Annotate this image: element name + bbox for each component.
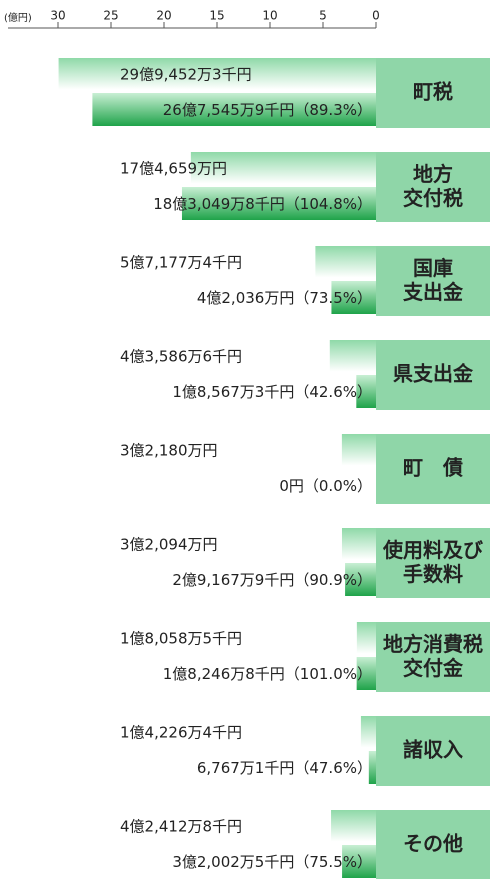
category-label: 地方消費税交付金 <box>383 632 483 680</box>
category-box <box>376 58 490 128</box>
value-ratio: （73.5%） <box>294 289 372 307</box>
bar <box>331 281 376 314</box>
value-ratio: （104.8%） <box>285 195 372 213</box>
x-tick-label: 25 <box>103 9 118 23</box>
value-amount: 26億7,545万9千円 <box>163 101 295 119</box>
value-label: 29億9,452万3千円 <box>120 66 252 84</box>
value-label: 6,767万1千円（47.6%） <box>197 759 372 777</box>
value-ratio: （75.5%） <box>294 853 372 871</box>
value-label: 5億7,177万4千円 <box>120 254 242 272</box>
axis-label: (億円) <box>4 11 32 24</box>
category-line: 使用料及び <box>382 538 484 562</box>
value-label: 2億9,167万9千円（90.9%） <box>172 571 372 589</box>
value-label: 4億2,036万円（73.5%） <box>197 289 372 307</box>
category-box <box>376 622 490 692</box>
category-box <box>376 434 490 504</box>
category-box <box>376 810 490 880</box>
value-label: 4億2,412万8千円 <box>120 818 242 836</box>
value-amount: 3億2,002万5千円 <box>172 853 294 871</box>
value-label: 17億4,659万円 <box>120 160 227 178</box>
value-ratio: （101.0%） <box>285 665 372 683</box>
value-ratio: （42.6%） <box>294 383 372 401</box>
value-label: 18億3,049万8千円（104.8%） <box>153 195 372 213</box>
value-label: 3億2,094万円 <box>120 536 218 554</box>
x-tick-label: 5 <box>319 9 327 23</box>
bar <box>356 622 376 657</box>
value-label: 0円（0.0%） <box>279 477 372 495</box>
x-tick-label: 20 <box>156 9 171 23</box>
value-label: 1億8,567万3千円（42.6%） <box>172 383 372 401</box>
category-box <box>376 716 490 786</box>
value-amount: 1億8,246万8千円 <box>163 665 285 683</box>
bar <box>356 375 376 408</box>
category-box <box>376 152 490 222</box>
category-label: その他 <box>403 832 463 856</box>
bar <box>368 751 376 784</box>
category-line: 地方 <box>413 162 453 186</box>
value-label: 3億2,180万円 <box>120 442 218 460</box>
value-label: 26億7,545万9千円（89.3%） <box>163 101 372 119</box>
bar <box>92 93 377 126</box>
value-label: 1億4,226万4千円 <box>120 724 242 742</box>
bar <box>331 810 376 845</box>
x-tick-label: 0 <box>372 9 380 23</box>
category-label: 地方交付税 <box>403 162 463 210</box>
category-box <box>376 340 490 410</box>
category-line: 支出金 <box>403 280 464 304</box>
category-line: 地方消費税 <box>383 632 483 656</box>
bar <box>329 340 376 375</box>
category-label: 国庫支出金 <box>403 256 464 304</box>
category-label: 町税 <box>413 80 453 104</box>
value-label: 3億2,002万5千円（75.5%） <box>172 853 372 871</box>
value-amount: 0円 <box>279 477 304 495</box>
bar <box>342 845 376 878</box>
category-label: 諸収入 <box>403 738 463 762</box>
value-amount: 2億9,167万9千円 <box>172 571 294 589</box>
value-label: 4億3,586万6千円 <box>120 348 242 366</box>
value-amount: 18億3,049万8千円 <box>153 195 285 213</box>
value-ratio: （89.3%） <box>294 101 372 119</box>
value-amount: 6,767万1千円 <box>197 759 295 777</box>
value-label: 1億8,058万5千円 <box>120 630 242 648</box>
category-line: 手数料 <box>403 562 463 586</box>
bar <box>345 563 376 596</box>
category-line: 国庫 <box>413 256 453 280</box>
bar <box>341 528 376 563</box>
category-line: 交付税 <box>403 186 463 210</box>
x-tick-label: 15 <box>209 9 224 23</box>
category-box <box>376 528 490 598</box>
value-amount: 1億8,567万3千円 <box>172 383 294 401</box>
bar <box>315 246 376 281</box>
category-box <box>376 246 490 316</box>
bar <box>341 434 376 469</box>
x-tick-label: 10 <box>262 9 277 23</box>
value-amount: 4億2,036万円 <box>197 289 295 307</box>
bar <box>190 152 376 187</box>
category-label: 県支出金 <box>393 362 474 386</box>
value-ratio: （47.6%） <box>294 759 372 777</box>
bar <box>181 187 376 220</box>
bar <box>356 657 376 690</box>
value-ratio: （90.9%） <box>294 571 372 589</box>
bar <box>360 716 376 751</box>
value-label: 1億8,246万8千円（101.0%） <box>163 665 372 683</box>
category-label: 町 債 <box>403 456 463 480</box>
category-line: 交付金 <box>403 656 464 680</box>
bar <box>58 58 376 93</box>
value-ratio: （0.0%） <box>304 477 372 495</box>
category-label: 使用料及び手数料 <box>382 538 484 586</box>
x-tick-label: 30 <box>50 9 65 23</box>
